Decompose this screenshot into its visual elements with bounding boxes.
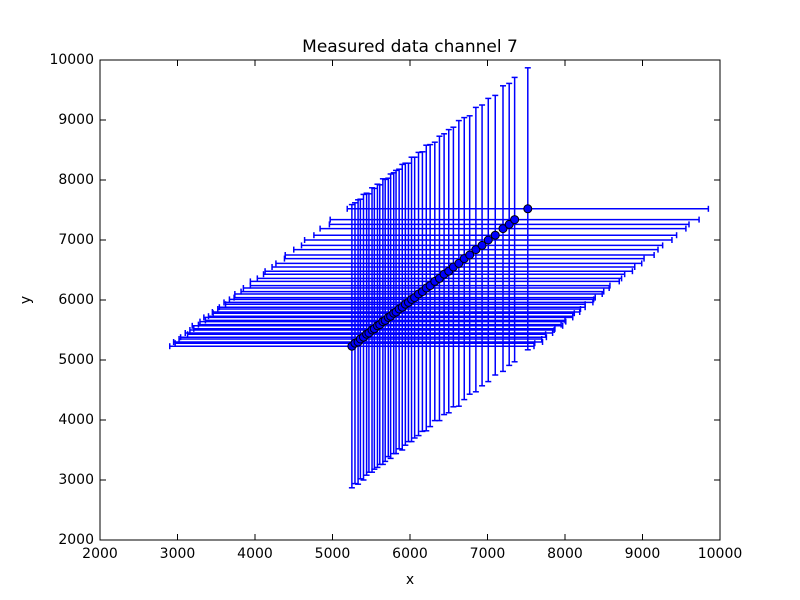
y-tick-label: 7000 [58,232,94,248]
x-tick-label: 6000 [392,546,428,562]
x-tick-label: 2000 [82,546,118,562]
chart-title: Measured data channel 7 [302,37,518,57]
x-tick-label: 9000 [625,546,661,562]
y-tick-label: 9000 [58,112,94,128]
y-tick-label: 8000 [58,172,94,188]
x-tick-label: 10000 [698,546,743,562]
y-axis-label: y [18,296,34,304]
y-tick-label: 10000 [49,52,94,68]
data-point [523,204,533,214]
data-point [483,235,493,245]
data-point [471,245,481,255]
x-axis-label: x [406,572,414,588]
y-tick-label: 6000 [58,292,94,308]
x-tick-label: 8000 [547,546,583,562]
y-tick-label: 3000 [58,472,94,488]
y-tick-label: 4000 [58,412,94,428]
x-tick-label: 7000 [470,546,506,562]
data-point [490,230,500,240]
x-tick-label: 4000 [237,546,273,562]
data-point [477,240,487,250]
data-point [510,215,520,225]
x-tick-label: 3000 [160,546,196,562]
x-tick-label: 5000 [315,546,351,562]
y-tick-label: 5000 [58,352,94,368]
plot-frame [99,59,721,541]
y-tick-label: 2000 [58,532,94,548]
data-point [465,250,475,260]
data-point [498,224,508,234]
